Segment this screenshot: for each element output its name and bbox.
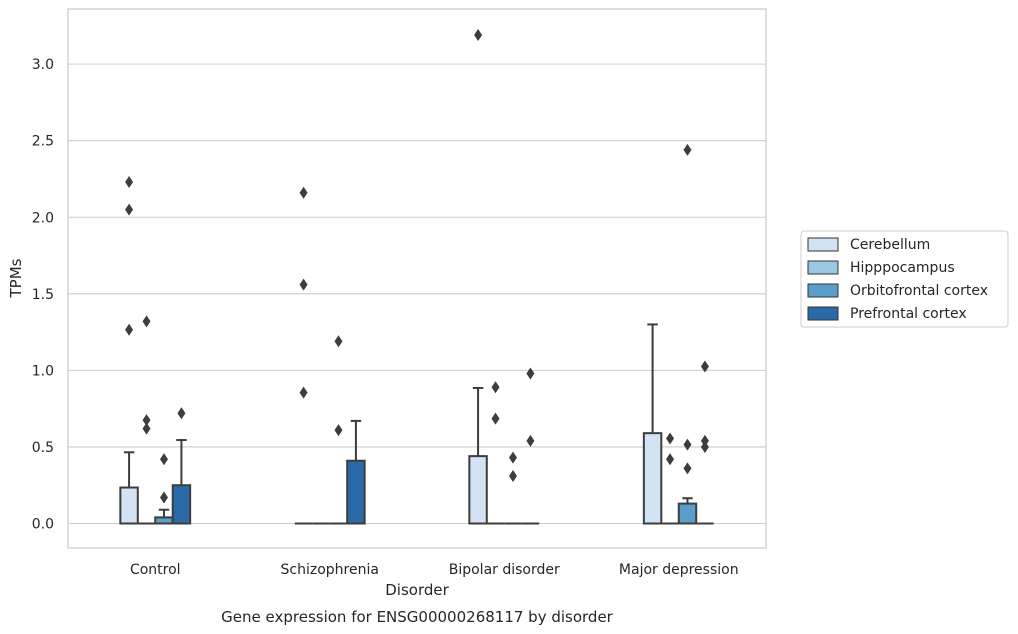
outlier-point [526, 434, 535, 447]
gridlines [68, 63, 766, 525]
box-group [521, 367, 540, 525]
outlier-point [683, 438, 692, 451]
box-group [119, 176, 139, 525]
box-group [294, 186, 313, 525]
x-axis-ticks: Control Schizophrenia Bipolar disorder Majo… [130, 562, 739, 578]
legend-swatch [807, 260, 839, 275]
outlier-point [683, 143, 692, 156]
outlier-point [142, 315, 151, 328]
legend: Cerebellum Hipppocampus Orbitofrontal cort… [800, 230, 1009, 328]
outlier-point [299, 278, 308, 291]
legend-swatch [807, 306, 839, 321]
outlier-point [491, 412, 500, 425]
box-group [504, 451, 522, 525]
outlier-point [508, 470, 517, 483]
x-tick-label: Major depression [619, 562, 739, 578]
y-tick-label: 1.5 [32, 287, 54, 303]
box [346, 459, 366, 525]
legend-frame [800, 230, 1009, 328]
box-group [696, 360, 714, 525]
legend-label: Cerebellum [850, 237, 930, 253]
outlier-point [159, 491, 168, 504]
x-tick-label: Control [130, 562, 181, 578]
box-group [677, 143, 698, 525]
outlier-point [491, 381, 500, 394]
box [642, 432, 663, 525]
legend-label: Orbitofrontal cortex [850, 283, 988, 299]
outlier-point [125, 203, 134, 216]
outlier-point [666, 453, 675, 466]
legend-label: Hipppocampus [850, 260, 955, 276]
outlier-point [508, 451, 517, 464]
outlier-point [683, 462, 692, 475]
outlier-point [334, 335, 343, 348]
x-axis-title: Disorder [385, 581, 449, 599]
outlier-point [159, 453, 168, 466]
box-group [329, 335, 348, 525]
box [677, 502, 698, 525]
box-group [486, 381, 505, 525]
chart-caption: Gene expression for ENSG00000268117 by d… [221, 608, 614, 626]
y-axis-ticks: 0.0 0.5 1.0 1.5 2.0 2.5 3.0 [32, 57, 54, 532]
outlier-point [526, 367, 535, 380]
y-tick-label: 2.5 [32, 134, 54, 150]
legend-swatch [807, 283, 839, 298]
box-group [642, 323, 663, 525]
outlier-point [177, 407, 186, 420]
legend-swatch [807, 237, 839, 252]
outlier-point [700, 360, 709, 373]
outlier-point [125, 323, 134, 336]
box-group [154, 453, 174, 525]
outlier-point [299, 186, 308, 199]
y-tick-label: 3.0 [32, 57, 54, 73]
outlier-point [474, 29, 483, 42]
outlier-point [142, 414, 151, 427]
box-group [171, 407, 192, 525]
box [119, 486, 139, 525]
box-marks [119, 29, 714, 525]
box-group [468, 29, 488, 525]
x-tick-label: Schizophrenia [281, 562, 379, 578]
y-tick-label: 1.0 [32, 363, 54, 379]
outlier-point [700, 434, 709, 447]
outlier-point [334, 424, 343, 437]
y-axis-title: TPMs [7, 258, 25, 298]
y-tick-label: 0.0 [32, 517, 54, 533]
y-tick-label: 0.5 [32, 440, 54, 456]
legend-label: Prefrontal cortex [850, 306, 967, 322]
outlier-point [666, 432, 675, 445]
box-group [661, 432, 679, 525]
outlier-point [125, 176, 134, 189]
outlier-point [142, 422, 151, 435]
outlier-point [700, 440, 709, 453]
plot-frame [67, 8, 767, 549]
y-tick-label: 2.0 [32, 210, 54, 226]
box [171, 484, 192, 525]
x-tick-label: Bipolar disorder [449, 562, 560, 578]
outlier-point [299, 386, 308, 399]
box-group [137, 315, 156, 525]
box [468, 455, 488, 525]
box-group [346, 419, 366, 525]
